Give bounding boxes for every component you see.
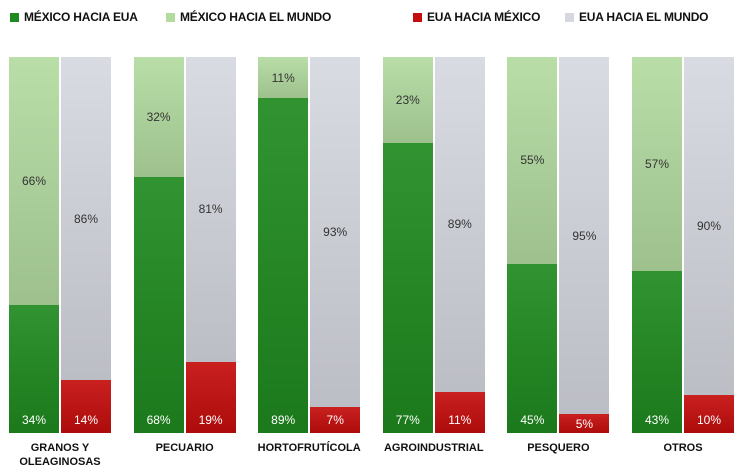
value-label: 57% [644, 157, 670, 172]
bar-segment: 66% [9, 57, 59, 306]
bar-column: 34% 66% [9, 57, 59, 433]
category-label: AGROINDUSTRIAL [383, 442, 484, 454]
bar-shade [61, 380, 111, 433]
value-label: 77% [395, 413, 420, 427]
category-label: HORTOFRUTÍCOLA [257, 442, 361, 454]
category-label: PESQUERO [527, 442, 590, 454]
bar-shade [310, 406, 361, 433]
legend-label: EUA HACIA EL MUNDO [579, 10, 709, 24]
value-label: 89% [447, 217, 472, 232]
value-label: 11% [448, 413, 472, 427]
bar-shade [258, 57, 309, 99]
value-label: 89% [271, 413, 296, 427]
bar-shade [133, 57, 184, 178]
bar-shade [61, 57, 111, 381]
bar-column: 19% 81% [185, 57, 236, 433]
bar-segment: 89% [258, 98, 309, 433]
bar-column: 68% 32% [133, 57, 184, 433]
bar-shade [9, 305, 59, 433]
bar-shade [133, 177, 184, 433]
legend-swatch [10, 13, 19, 22]
value-label: 81% [198, 202, 223, 217]
value-label: 11% [271, 70, 295, 85]
bar-shade [185, 57, 236, 362]
bar-segment: 95% [559, 57, 610, 415]
bar-shade [632, 271, 682, 433]
bar-segment: 14% [61, 380, 111, 433]
value-label: 93% [323, 224, 348, 239]
category-label: PECUARIO [155, 442, 214, 454]
bar-segment: 86% [61, 57, 111, 381]
bar-segment: 77% [382, 143, 433, 433]
bar-shade [434, 57, 485, 392]
bar-shade [434, 391, 485, 433]
bar-segment: 89% [434, 57, 485, 392]
value-label: 10% [696, 413, 722, 427]
bar-segment: 5% [559, 414, 610, 433]
value-label: 32% [146, 110, 171, 125]
bar-column: 7% 93% [310, 57, 361, 433]
bar-column: 45% 55% [507, 57, 558, 433]
bar-segment: 34% [9, 305, 59, 433]
value-label: 34% [21, 413, 47, 427]
bar-segment: 32% [133, 57, 184, 178]
bar-shade [382, 57, 433, 144]
bar-segment: 90% [684, 57, 734, 396]
legend-label: MÉXICO HACIA EL MUNDO [180, 10, 332, 24]
legend-swatch [166, 13, 175, 22]
value-label: 95% [572, 228, 597, 243]
bar-column: 10% 90% [684, 57, 734, 433]
value-label: 86% [73, 211, 99, 226]
bar-segment: 11% [258, 57, 309, 99]
bar-segment: 45% [507, 263, 558, 433]
bar-segment: 19% [185, 361, 236, 433]
category-label: OTROS [663, 442, 703, 454]
bar-shade [310, 57, 361, 407]
legend-swatch [413, 13, 422, 22]
bar-column: 43% 57% [632, 57, 682, 433]
bar-shade [559, 57, 610, 415]
bar-shade [507, 263, 558, 433]
bar-shade [185, 361, 236, 433]
bar-column: 11% 89% [434, 57, 485, 433]
bar-segment: 43% [632, 271, 682, 433]
value-label: 90% [696, 219, 722, 234]
value-label: 19% [198, 413, 223, 427]
bar-shade [507, 57, 558, 264]
bar-segment: 7% [310, 406, 361, 433]
bar-shade [258, 98, 309, 433]
bar-segment: 10% [684, 395, 734, 433]
bar-segment: 57% [632, 57, 682, 272]
value-label: 66% [21, 174, 47, 189]
bar-column: 89% 11% [258, 57, 309, 433]
value-label: 23% [395, 93, 420, 108]
value-label: 45% [520, 413, 545, 427]
value-label: 55% [520, 153, 545, 168]
value-label: 43% [644, 413, 670, 427]
bar-segment: 55% [507, 57, 558, 264]
value-label: 68% [146, 413, 171, 427]
bar-column: 5% 95% [559, 57, 610, 433]
legend-label: EUA HACIA MÉXICO [427, 10, 541, 24]
legend-label: MÉXICO HACIA EUA [24, 10, 138, 24]
bar-column: 77% 23% [382, 57, 433, 433]
value-label: 14% [73, 413, 99, 427]
bar-shade [684, 395, 734, 433]
bar-shade [382, 143, 433, 433]
bar-shade [684, 57, 734, 396]
value-label: 7% [326, 413, 344, 427]
bar-segment: 93% [310, 57, 361, 407]
bar-shade [9, 57, 59, 306]
value-label: 5% [575, 416, 594, 431]
category-label: GRANOS Y OLEAGINOSAS [19, 442, 101, 468]
bar-segment: 68% [133, 177, 184, 433]
legend-swatch [565, 13, 574, 22]
bar-segment: 11% [434, 391, 485, 433]
bar-shade [559, 414, 610, 433]
bar-column: 14% 86% [61, 57, 111, 433]
bar-segment: 23% [382, 57, 433, 144]
bar-segment: 81% [185, 57, 236, 362]
bar-shade [632, 57, 682, 272]
